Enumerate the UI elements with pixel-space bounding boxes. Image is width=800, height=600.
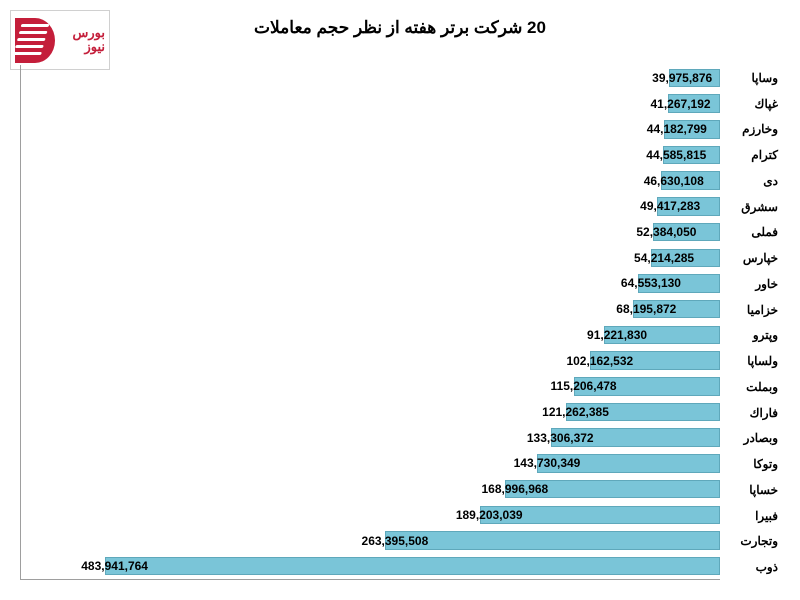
bar-value-label: 143,730,349 bbox=[514, 456, 581, 470]
y-axis-label: فملی bbox=[724, 225, 780, 239]
y-axis-label: فبیرا bbox=[724, 509, 780, 523]
bar-value-label: 102,162,532 bbox=[566, 354, 633, 368]
bar: 64,553,130 bbox=[638, 274, 720, 293]
bar-value-label: 41,267,192 bbox=[651, 97, 711, 111]
bar: 263,395,508 bbox=[385, 531, 720, 550]
bar-value-label: 44,182,799 bbox=[647, 122, 707, 136]
plot-area: 39,975,876 41,267,192 44,182,799 44,585,815… bbox=[20, 65, 720, 580]
y-axis-label: خپارس bbox=[724, 251, 780, 265]
bar-chart: 39,975,876 41,267,192 44,182,799 44,585,815… bbox=[20, 65, 780, 580]
y-axis-label: خزامیا bbox=[724, 303, 780, 317]
y-axis-label: وپترو bbox=[724, 328, 780, 342]
bar-value-label: 46,630,108 bbox=[644, 174, 704, 188]
bar-value-label: 64,553,130 bbox=[621, 276, 681, 290]
bar-value-label: 189,203,039 bbox=[456, 508, 523, 522]
y-axis-label: ولساپا bbox=[724, 354, 780, 368]
bar: 483,941,764 bbox=[105, 557, 720, 576]
bar-value-label: 44,585,815 bbox=[646, 148, 706, 162]
bar: 44,182,799 bbox=[664, 120, 720, 139]
bar: 91,221,830 bbox=[604, 326, 720, 345]
bar-value-label: 133,306,372 bbox=[527, 431, 594, 445]
bar: 46,630,108 bbox=[661, 171, 720, 190]
bar: 68,195,872 bbox=[633, 300, 720, 319]
y-axis-label: سشرق bbox=[724, 200, 780, 214]
bar-value-label: 121,262,385 bbox=[542, 405, 609, 419]
y-axis-label: خساپا bbox=[724, 483, 780, 497]
y-axis-label: فاراك bbox=[724, 406, 780, 420]
bar-value-label: 52,384,050 bbox=[636, 225, 696, 239]
y-axis-label: وخارزم bbox=[724, 122, 780, 136]
bar-value-label: 168,996,968 bbox=[482, 482, 549, 496]
y-axis-label: دی bbox=[724, 174, 780, 188]
y-axis-label: كترام bbox=[724, 148, 780, 162]
bar: 52,384,050 bbox=[653, 223, 720, 242]
bar: 41,267,192 bbox=[668, 94, 720, 113]
bar: 143,730,349 bbox=[537, 454, 720, 473]
bar: 189,203,039 bbox=[480, 506, 720, 525]
y-axis-label: وساپا bbox=[724, 71, 780, 85]
y-axis-label: وتوكا bbox=[724, 457, 780, 471]
y-axis-label: وبصادر bbox=[724, 431, 780, 445]
bar: 49,417,283 bbox=[657, 197, 720, 216]
y-axis-label: غپاك bbox=[724, 97, 780, 111]
bar: 39,975,876 bbox=[669, 69, 720, 88]
bar-value-label: 115,206,478 bbox=[551, 379, 617, 393]
bar: 102,162,532 bbox=[590, 351, 720, 370]
y-axis-label: وتجارت bbox=[724, 534, 780, 548]
bar-value-label: 68,195,872 bbox=[616, 302, 676, 316]
bar-value-label: 54,214,285 bbox=[634, 251, 694, 265]
bar-value-label: 39,975,876 bbox=[652, 71, 712, 85]
bar: 115,206,478 bbox=[574, 377, 720, 396]
bar: 168,996,968 bbox=[505, 480, 720, 499]
bar-value-label: 91,221,830 bbox=[587, 328, 647, 342]
bar-value-label: 483,941,764 bbox=[81, 559, 148, 573]
bar-value-label: 263,395,508 bbox=[362, 534, 429, 548]
y-axis-label: وبملت bbox=[724, 380, 780, 394]
y-axis-label: خاور bbox=[724, 277, 780, 291]
chart-title: 20 شرکت برتر هفته از نظر حجم معاملات bbox=[0, 18, 800, 38]
y-axis-label: ذوب bbox=[724, 560, 780, 574]
bar: 54,214,285 bbox=[651, 249, 720, 268]
bar: 133,306,372 bbox=[551, 428, 720, 447]
bar: 121,262,385 bbox=[566, 403, 720, 422]
bar-value-label: 49,417,283 bbox=[640, 199, 700, 213]
bar: 44,585,815 bbox=[663, 146, 720, 165]
